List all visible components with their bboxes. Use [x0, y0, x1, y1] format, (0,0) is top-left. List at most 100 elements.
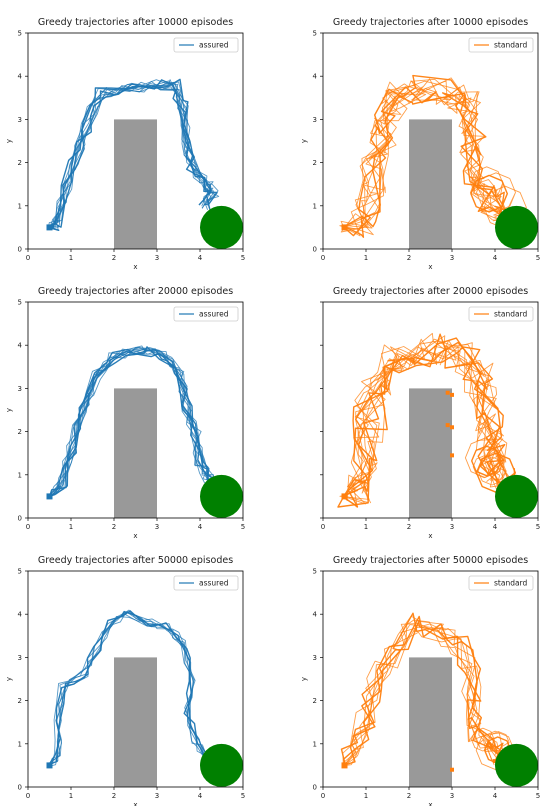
trajectory-marker	[450, 767, 454, 772]
y-tick-label: 3	[18, 116, 22, 124]
trajectory-marker	[445, 390, 450, 395]
legend-box	[173, 37, 239, 53]
x-axis-label: x	[133, 801, 137, 806]
trajectory-group	[48, 345, 219, 498]
chart-title: Greedy trajectories after 10000 episodes	[333, 17, 528, 28]
x-tick-label: 3	[450, 254, 454, 262]
x-tick-label: 1	[69, 792, 73, 800]
x-tick-label: 3	[450, 792, 454, 800]
x-tick-label: 5	[536, 792, 540, 800]
x-axis-label: x	[133, 532, 137, 540]
y-tick-label: 1	[18, 202, 22, 210]
trajectory-group	[48, 609, 209, 767]
legend-label: standard	[494, 310, 528, 319]
trajectory-line	[48, 609, 208, 767]
trajectory-marker	[445, 423, 450, 428]
chart-title: Greedy trajectories after 50000 episodes	[38, 555, 233, 566]
trajectory-line	[343, 340, 504, 498]
x-tick-label: 3	[450, 523, 454, 531]
x-tick-label: 3	[155, 254, 159, 262]
y-tick-label: 1	[313, 740, 317, 748]
legend-label: assured	[199, 579, 229, 588]
trajectory-marker	[450, 392, 454, 397]
legend-label: standard	[494, 41, 528, 50]
x-tick-label: 5	[241, 523, 245, 531]
trajectory-line	[48, 347, 217, 498]
y-tick-label: 3	[18, 654, 22, 662]
x-tick-label: 2	[112, 792, 116, 800]
y-tick-label: 2	[18, 159, 22, 167]
legend: standard	[468, 37, 534, 53]
x-tick-label: 5	[241, 792, 245, 800]
obstacle-rect	[114, 657, 157, 787]
x-tick-label: 4	[198, 254, 203, 262]
x-tick-label: 0	[321, 523, 325, 531]
start-marker	[341, 224, 348, 231]
x-tick-label: 2	[407, 523, 411, 531]
x-tick-label: 5	[536, 523, 540, 531]
x-tick-label: 0	[26, 254, 30, 262]
obstacle-rect	[409, 388, 452, 518]
y-tick-label: 5	[18, 30, 22, 38]
x-tick-label: 5	[241, 254, 245, 262]
trajectory-line	[344, 619, 515, 770]
y-tick-label: 2	[313, 159, 317, 167]
x-tick-label: 2	[407, 792, 411, 800]
trajectory-line	[344, 346, 502, 500]
goal-circle	[495, 205, 538, 249]
goal-circle	[200, 205, 243, 249]
trajectory-group	[340, 612, 515, 772]
trajectory-line	[48, 346, 215, 498]
start-marker	[46, 762, 53, 769]
trajectory-line	[49, 80, 212, 227]
y-tick-label: 5	[18, 299, 22, 307]
axes-frame	[322, 570, 539, 788]
start-marker	[46, 493, 53, 500]
chart-panel-5: Greedy trajectories after 50000 episodes…	[5, 555, 245, 806]
obstacle-rect	[114, 119, 157, 250]
y-tick-label: 0	[18, 784, 22, 792]
x-tick-label: 3	[155, 523, 159, 531]
legend: standard	[468, 306, 534, 322]
legend-label: assured	[199, 310, 229, 319]
trajectory-line	[48, 347, 216, 497]
x-tick-label: 1	[364, 254, 368, 262]
x-tick-label: 1	[69, 254, 73, 262]
y-tick-label: 1	[313, 202, 317, 210]
legend-box	[468, 306, 534, 322]
goal-circle	[495, 474, 538, 518]
x-axis-label: x	[428, 532, 432, 540]
y-axis-label: y	[5, 139, 13, 143]
trajectory-line	[50, 345, 213, 497]
y-axis-label: y	[300, 139, 308, 143]
trajectory-line	[344, 624, 511, 766]
y-tick-label: 2	[18, 697, 22, 705]
y-tick-label: 4	[313, 611, 318, 619]
trajectory-line	[339, 338, 507, 500]
goal-circle	[200, 743, 243, 787]
x-axis-label: x	[428, 263, 432, 271]
chart-title: Greedy trajectories after 50000 episodes	[333, 555, 528, 566]
trajectory-line	[342, 612, 504, 766]
y-tick-label: 3	[18, 385, 22, 393]
trajectory-line	[337, 346, 516, 508]
y-tick-label: 3	[313, 654, 317, 662]
y-tick-label: 4	[18, 73, 23, 81]
x-tick-label: 4	[198, 523, 203, 531]
trajectory-marker	[450, 453, 454, 458]
axes-frame	[27, 301, 244, 519]
x-tick-label: 4	[493, 523, 498, 531]
x-tick-label: 1	[364, 792, 368, 800]
y-tick-label: 1	[18, 740, 22, 748]
y-tick-label: 4	[18, 611, 23, 619]
legend: assured	[173, 575, 239, 591]
trajectory-line	[345, 80, 516, 227]
x-tick-label: 2	[112, 254, 116, 262]
legend-box	[468, 37, 534, 53]
trajectory-group	[339, 74, 527, 238]
y-axis-label: y	[5, 408, 13, 412]
legend-label: standard	[494, 579, 528, 588]
y-tick-label: 5	[313, 568, 317, 576]
x-tick-label: 4	[198, 792, 203, 800]
